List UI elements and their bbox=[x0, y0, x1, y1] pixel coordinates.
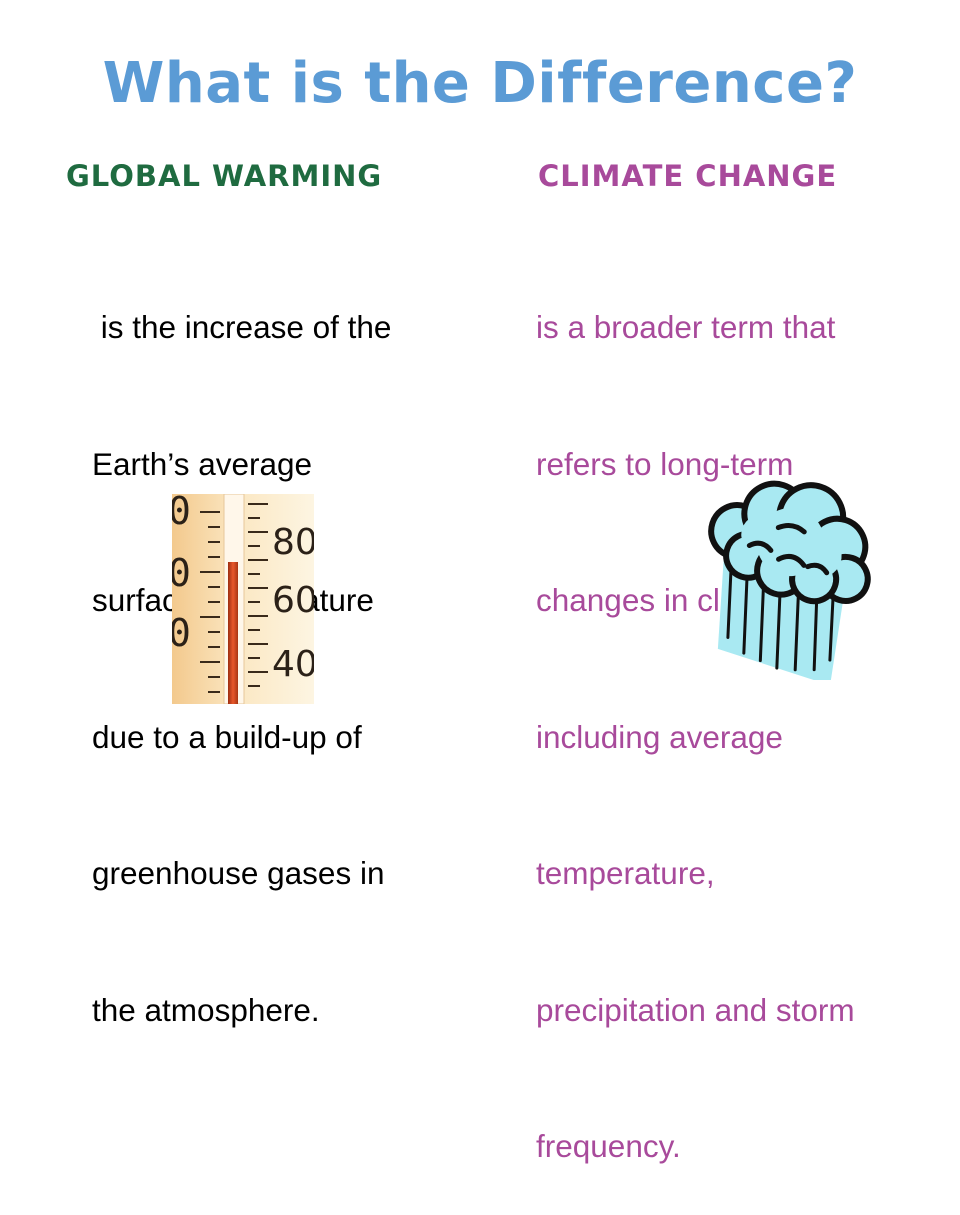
thermometer-label-80: 80 bbox=[272, 522, 314, 563]
definition-line: precipitation and storm bbox=[536, 991, 855, 1028]
svg-text:0: 0 bbox=[172, 551, 191, 595]
definition-line: refers to long-term bbox=[536, 445, 794, 482]
climate-change-definition: is a broader term that refers to long-te… bbox=[536, 214, 855, 1215]
definition-line: frequency. bbox=[536, 1128, 681, 1164]
definition-line: temperature, bbox=[536, 855, 715, 891]
thermometer-label-60: 60 bbox=[272, 580, 314, 621]
definition-line: is a broader term that bbox=[536, 309, 836, 345]
definition-line: is the increase of the bbox=[92, 309, 392, 345]
thermometer-icon: 0 0 0 80 60 40 bbox=[172, 494, 314, 704]
svg-text:0: 0 bbox=[172, 494, 191, 533]
rain-cloud-icon bbox=[708, 480, 871, 680]
definition-line: including average bbox=[536, 718, 783, 755]
definition-line: Earth’s average bbox=[92, 445, 313, 482]
slide-title: What is the Difference? bbox=[102, 51, 858, 116]
svg-text:0: 0 bbox=[172, 611, 191, 655]
definition-line: greenhouse gases in bbox=[92, 855, 385, 891]
definition-line: the atmosphere. bbox=[92, 991, 320, 1028]
global-warming-heading: GLOBAL WARMING bbox=[66, 159, 383, 193]
definition-line: due to a build-up of bbox=[92, 718, 362, 755]
thermometer-label-40: 40 bbox=[272, 644, 314, 685]
climate-change-heading: CLIMATE CHANGE bbox=[538, 159, 838, 193]
